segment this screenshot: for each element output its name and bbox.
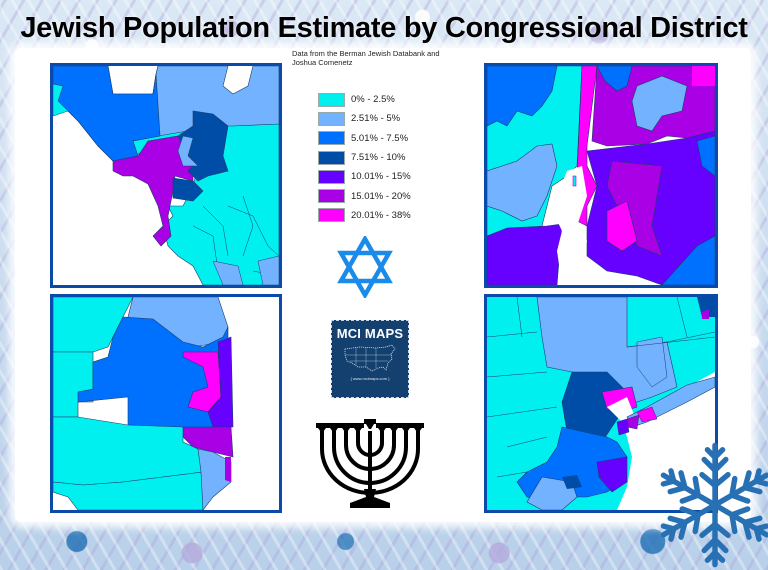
legend-swatch [318,169,345,184]
legend-item: 5.01% - 7.5% [318,129,411,148]
legend-item: 0% - 2.5% [318,90,411,109]
snowflake-decoration-icon [650,442,768,570]
new-york-city-district-map [487,66,715,285]
map-panel-new-york-city[interactable] [484,63,718,288]
legend-swatch [318,131,345,146]
legend-item: 7.51% - 10% [318,148,411,167]
star-of-david-icon [337,236,393,298]
map-legend: 0% - 2.5% 2.51% - 5% 5.01% - 7.5% 7.51% … [318,90,411,225]
data-source-note: Data from the Berman Jewish Databank and… [292,49,440,67]
menorah-icon [316,419,424,508]
legend-swatch [318,208,345,223]
map-panel-south-florida[interactable] [50,294,282,513]
los-angeles-district-map [53,66,279,285]
page-title: Jewish Population Estimate by Congressio… [20,12,748,44]
mci-maps-logo: MCI MAPS { www.mcimaps.com } [331,320,409,398]
new-york-metro-district-map [487,297,715,510]
legend-swatch [318,150,345,165]
legend-swatch [318,189,345,204]
legend-item: 20.01% - 38% [318,206,411,225]
usa-map-icon [344,344,396,372]
map-panel-new-york-metro[interactable] [484,294,718,513]
map-panel-los-angeles[interactable] [50,63,282,288]
legend-swatch [318,92,345,107]
south-florida-district-map [53,297,279,510]
legend-item: 10.01% - 15% [318,167,411,186]
legend-swatch [318,111,345,126]
legend-item: 15.01% - 20% [318,186,411,205]
legend-item: 2.51% - 5% [318,109,411,128]
